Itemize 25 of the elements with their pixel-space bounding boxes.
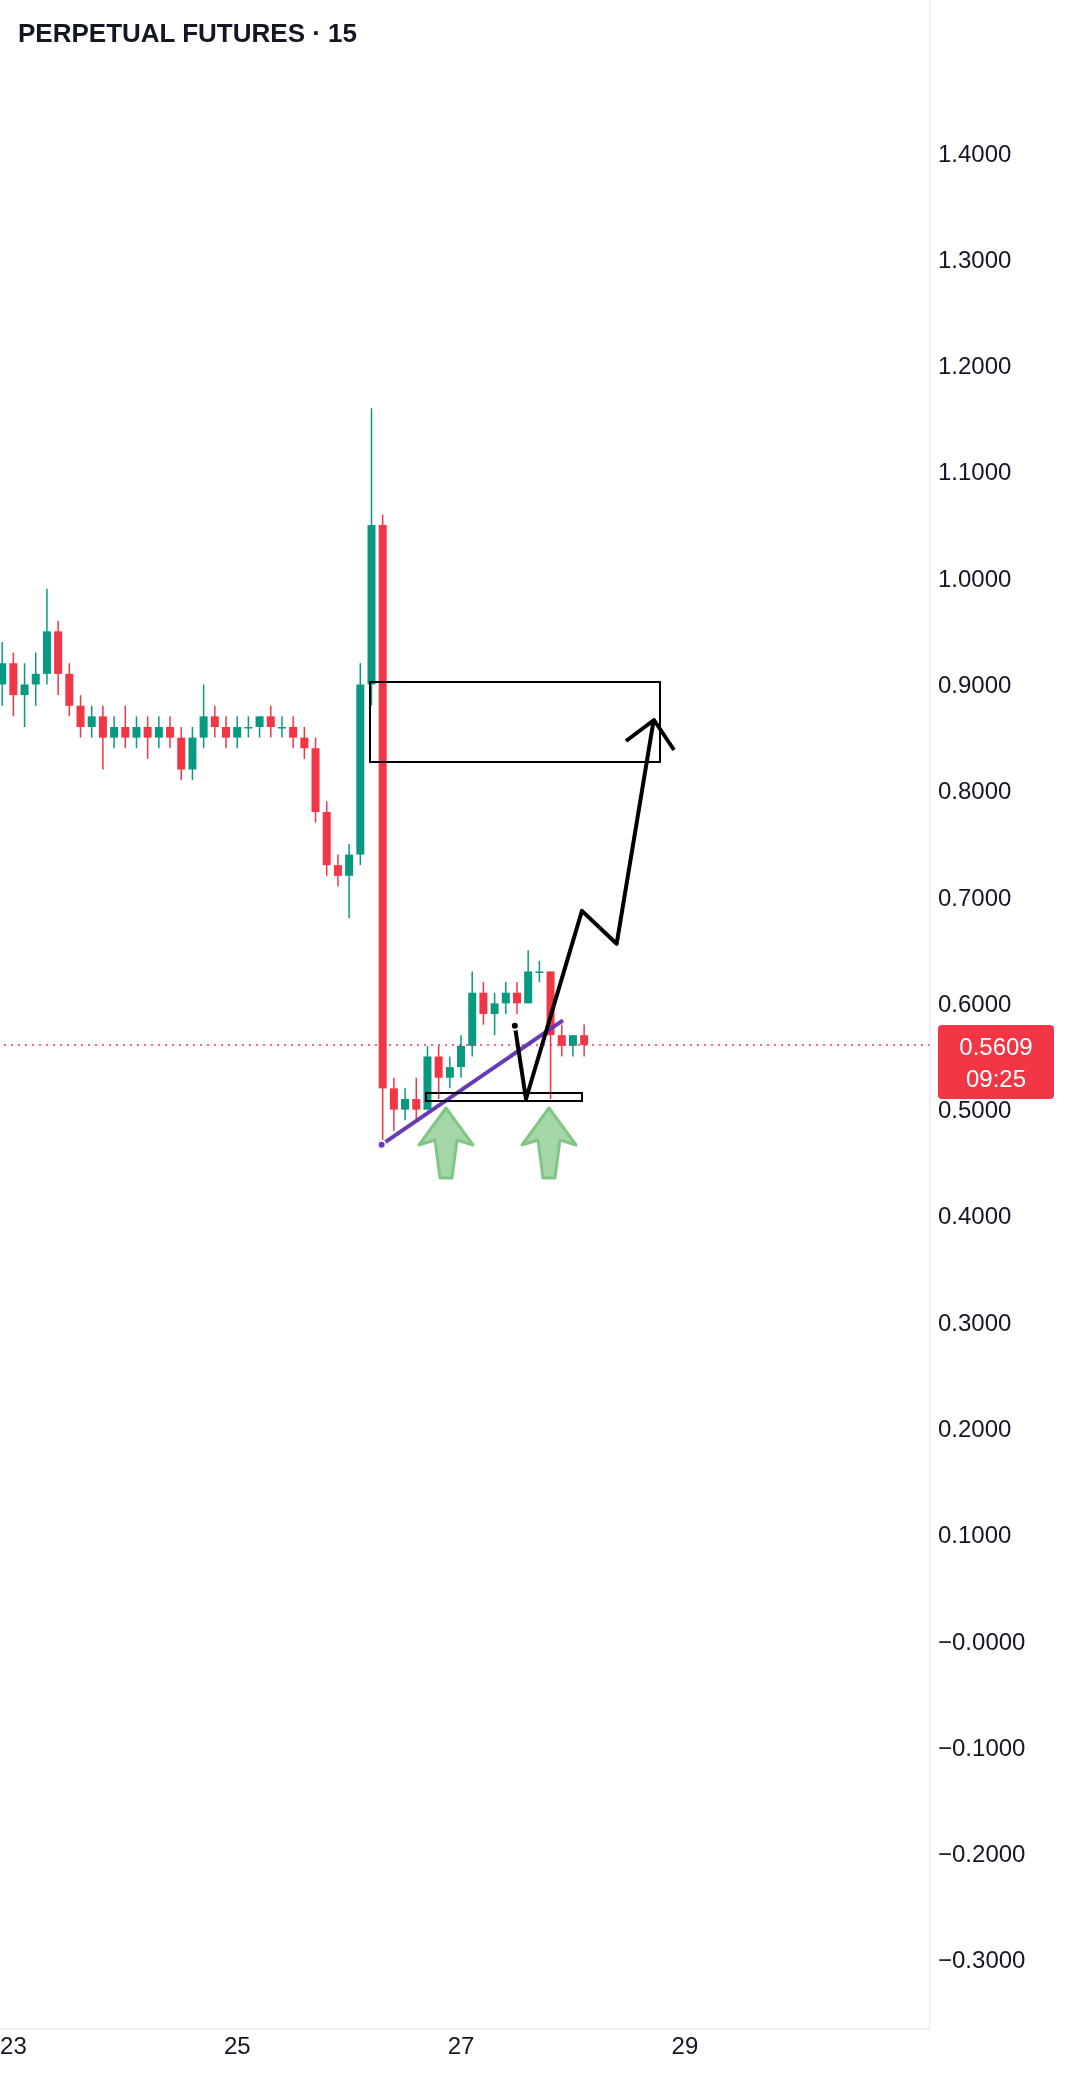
x-tick-label: 29 — [671, 2032, 699, 2060]
y-tick-label: 1.0000 — [938, 564, 1012, 592]
x-tick-label: 23 — [0, 2032, 27, 2060]
x-tick-label: 27 — [447, 2032, 475, 2060]
y-tick-label: 0.2000 — [938, 1415, 1012, 1442]
text: 09:25 — [965, 1064, 1027, 1092]
x-tick-label: 25 — [223, 2032, 251, 2060]
y-tick-label: 0.4000 — [938, 1202, 1012, 1230]
y-tick-label: 1.3000 — [938, 245, 1012, 273]
y-tick-label: −0.0000 — [938, 1627, 1026, 1655]
y-tick-label: −0.2000 — [938, 1840, 1026, 1868]
y-tick-label: 0.5000 — [938, 1096, 1012, 1124]
y-tick-label: 1.2000 — [938, 352, 1012, 380]
y-tick-label: −0.3000 — [938, 1946, 1026, 1974]
y-tick-label: 0.6000 — [938, 989, 1012, 1017]
y-tick-label: 0.3000 — [938, 1308, 1012, 1336]
text: PERPETUAL FUTURES · 15 — [18, 18, 358, 49]
y-tick-label: −0.1000 — [938, 1733, 1026, 1761]
ref-line-label: 0.5609 — [959, 1032, 1033, 1060]
y-tick-label: 0.9000 — [938, 671, 1012, 698]
y-tick-label: 0.8000 — [938, 777, 1012, 805]
y-tick-label: 0.1000 — [938, 1521, 1012, 1549]
y-tick-label: 0.7000 — [938, 883, 1012, 911]
y-tick-label: 1.1000 — [938, 458, 1012, 486]
y-tick-label: 1.4000 — [938, 139, 1012, 167]
